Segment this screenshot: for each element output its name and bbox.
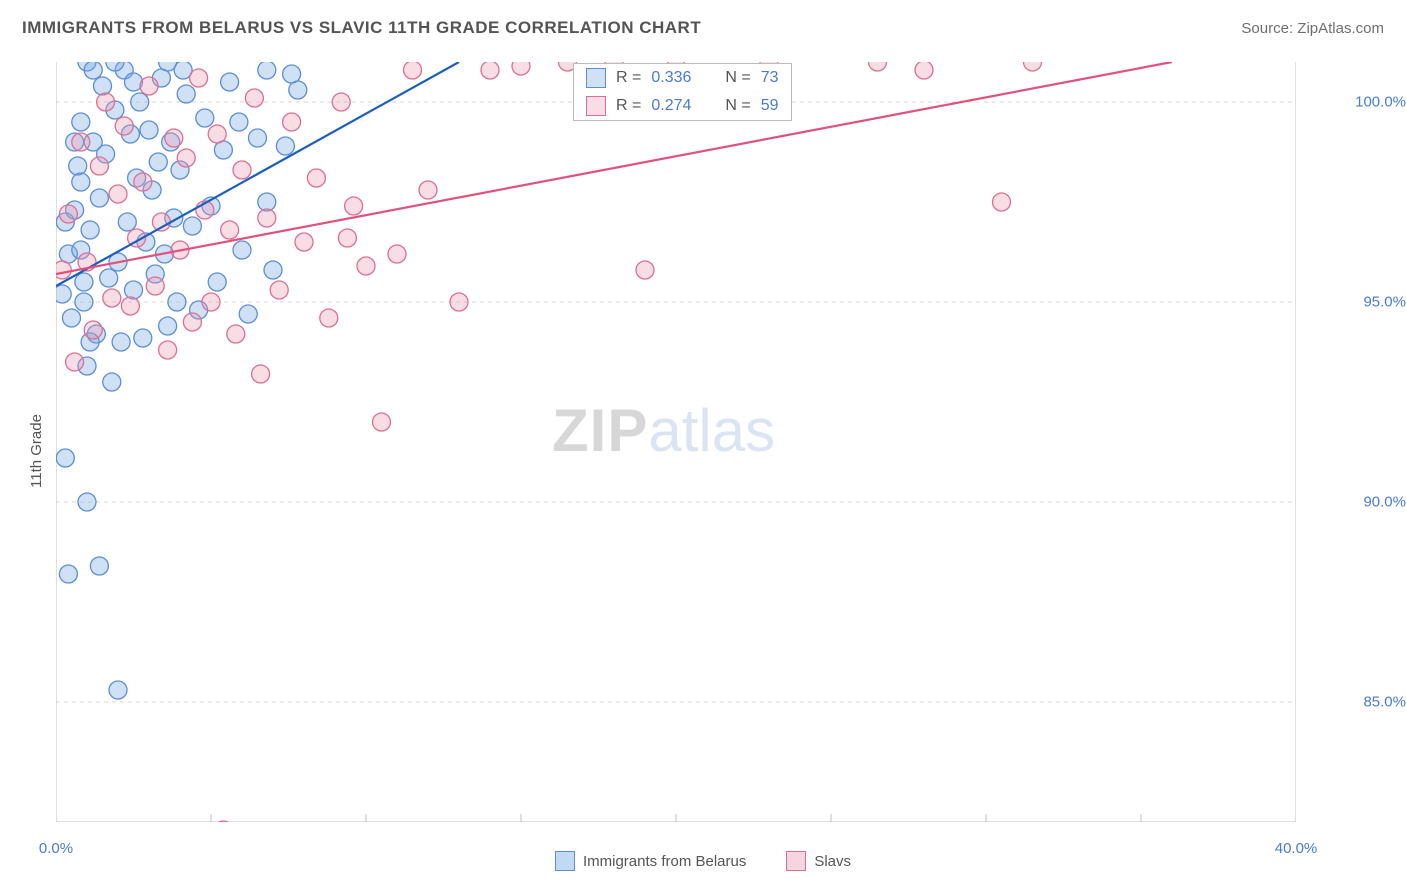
legend: Immigrants from Belarus Slavs	[0, 836, 1406, 886]
stats-r-value: 0.274	[651, 97, 691, 115]
stats-swatch	[586, 96, 606, 116]
legend-item: Slavs	[786, 836, 851, 886]
y-tick-label: 85.0%	[1314, 694, 1406, 711]
source-attribution: Source: ZipAtlas.com	[1241, 20, 1384, 37]
stats-n-value: 59	[761, 97, 779, 115]
legend-swatch	[555, 851, 575, 871]
stats-r-label: R =	[616, 97, 641, 115]
y-axis-label: 11th Grade	[28, 414, 45, 488]
correlation-stats-box: R = 0.336 N = 73 R = 0.274 N = 59	[573, 63, 792, 121]
legend-label: Immigrants from Belarus	[583, 853, 746, 870]
chart-title: IMMIGRANTS FROM BELARUS VS SLAVIC 11TH G…	[22, 18, 701, 38]
stats-r-label: R =	[616, 69, 641, 87]
stats-swatch	[586, 68, 606, 88]
stats-n-label: N =	[725, 97, 750, 115]
stats-row: R = 0.336 N = 73	[574, 64, 791, 92]
legend-label: Slavs	[814, 853, 851, 870]
stats-r-value: 0.336	[651, 69, 691, 87]
y-tick-label: 90.0%	[1314, 494, 1406, 511]
legend-item: Immigrants from Belarus	[555, 836, 746, 886]
source-label: Source:	[1241, 20, 1297, 37]
y-tick-label: 100.0%	[1314, 94, 1406, 111]
scatter-plot	[56, 62, 1296, 822]
stats-n-label: N =	[725, 69, 750, 87]
y-tick-label: 95.0%	[1314, 294, 1406, 311]
stats-n-value: 73	[761, 69, 779, 87]
source-link[interactable]: ZipAtlas.com	[1297, 20, 1384, 37]
stats-row: R = 0.274 N = 59	[574, 92, 791, 120]
legend-swatch	[786, 851, 806, 871]
